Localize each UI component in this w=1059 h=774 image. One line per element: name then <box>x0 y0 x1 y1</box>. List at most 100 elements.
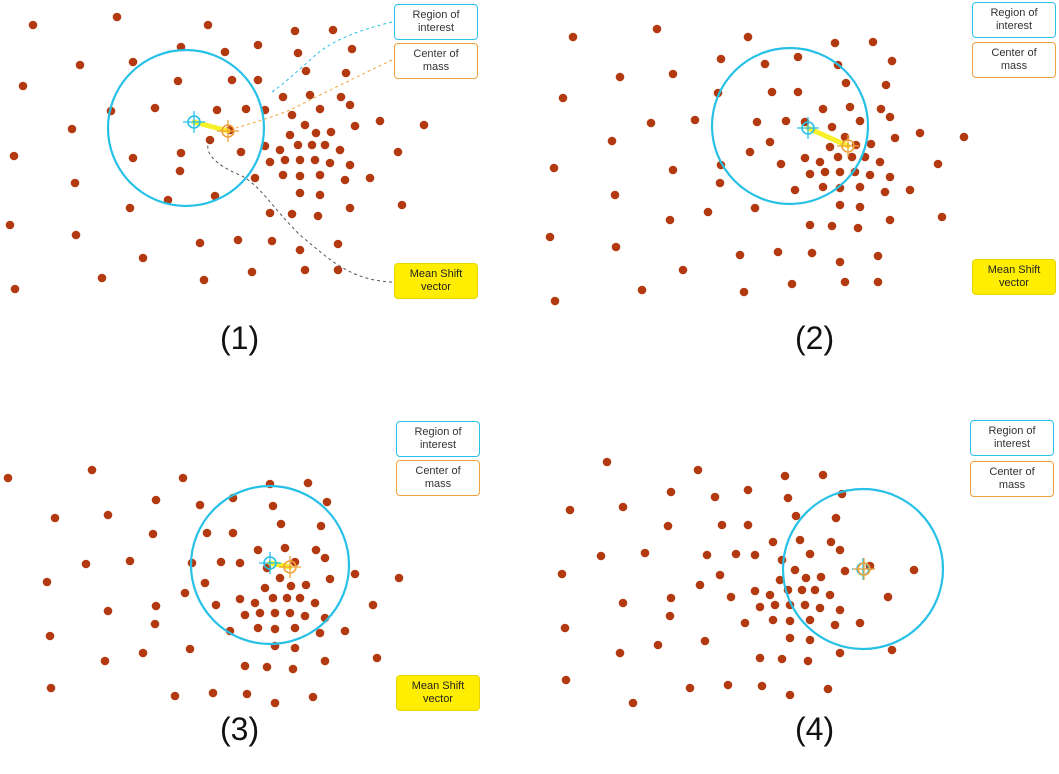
data-point <box>768 537 778 547</box>
data-point <box>320 656 330 666</box>
data-point <box>885 172 895 182</box>
data-point <box>268 501 278 511</box>
data-point <box>565 505 575 515</box>
data-point <box>285 130 295 140</box>
region-of-interest-label: Region of interest <box>396 421 480 457</box>
data-point <box>801 573 811 583</box>
data-point <box>211 600 221 610</box>
data-point <box>695 580 705 590</box>
data-point <box>208 688 218 698</box>
data-point <box>270 608 280 618</box>
data-point <box>178 473 188 483</box>
center-callout-connector <box>235 59 393 129</box>
data-point <box>815 603 825 613</box>
data-point <box>320 140 330 150</box>
data-point <box>240 610 250 620</box>
data-point <box>873 277 883 287</box>
data-point <box>50 513 60 523</box>
data-point <box>790 185 800 195</box>
data-point <box>610 190 620 200</box>
data-point <box>253 545 263 555</box>
data-point <box>350 121 360 131</box>
data-point <box>290 623 300 633</box>
center-of-mass-marker <box>279 556 301 578</box>
data-point <box>611 242 621 252</box>
data-point <box>397 200 407 210</box>
data-point <box>726 592 736 602</box>
data-point <box>87 465 97 475</box>
data-point <box>666 487 676 497</box>
mean-shift-vector-label: Mean Shift vector <box>396 675 480 711</box>
data-point <box>550 296 560 306</box>
data-point <box>310 155 320 165</box>
data-point <box>394 573 404 583</box>
region-of-interest-label: Region of interest <box>970 420 1054 456</box>
data-point <box>560 623 570 633</box>
data-point <box>265 157 275 167</box>
data-point <box>615 648 625 658</box>
data-point <box>345 160 355 170</box>
data-point <box>731 549 741 559</box>
data-point <box>855 182 865 192</box>
panel-caption: (3) <box>220 711 260 747</box>
data-point <box>783 493 793 503</box>
data-point <box>717 520 727 530</box>
data-point <box>290 557 300 567</box>
data-point <box>325 574 335 584</box>
data-point <box>875 157 885 167</box>
data-point <box>835 648 845 658</box>
data-point <box>253 40 263 50</box>
data-point <box>716 54 726 64</box>
data-point <box>300 120 310 130</box>
center-of-mass-marker <box>837 135 859 157</box>
data-point <box>311 128 321 138</box>
data-point <box>800 600 810 610</box>
data-point <box>250 598 260 608</box>
data-point <box>340 175 350 185</box>
data-point <box>286 581 296 591</box>
data-point <box>419 120 429 130</box>
data-point <box>255 608 265 618</box>
data-point <box>909 565 919 575</box>
data-point <box>790 565 800 575</box>
region-of-interest-label: Region of interest <box>972 2 1056 38</box>
data-point <box>315 170 325 180</box>
data-point <box>285 608 295 618</box>
data-point <box>715 178 725 188</box>
data-point <box>810 585 820 595</box>
data-point <box>311 545 321 555</box>
data-point <box>835 167 845 177</box>
data-point <box>561 675 571 685</box>
region-center-marker <box>259 552 281 574</box>
data-point <box>770 600 780 610</box>
data-point <box>185 644 195 654</box>
data-point <box>775 575 785 585</box>
data-point <box>138 648 148 658</box>
data-point <box>785 690 795 700</box>
data-point <box>173 76 183 86</box>
data-point <box>220 47 230 57</box>
data-point <box>242 689 252 699</box>
data-point <box>873 251 883 261</box>
data-point <box>780 471 790 481</box>
center-of-mass-marker <box>853 558 875 580</box>
data-point <box>805 635 815 645</box>
data-point <box>795 535 805 545</box>
data-point <box>793 52 803 62</box>
data-point <box>320 553 330 563</box>
data-point <box>333 265 343 275</box>
scatter-plot <box>5 12 429 294</box>
data-point <box>315 190 325 200</box>
data-point <box>800 153 810 163</box>
region-center-marker <box>183 111 205 133</box>
data-point <box>618 598 628 608</box>
data-point <box>855 202 865 212</box>
data-point <box>112 12 122 22</box>
region-of-interest-circle <box>781 487 945 651</box>
data-point <box>785 616 795 626</box>
center-of-mass-label: Center of mass <box>394 43 478 79</box>
data-point <box>715 570 725 580</box>
data-point <box>868 37 878 47</box>
data-point <box>820 167 830 177</box>
data-point <box>336 92 346 102</box>
